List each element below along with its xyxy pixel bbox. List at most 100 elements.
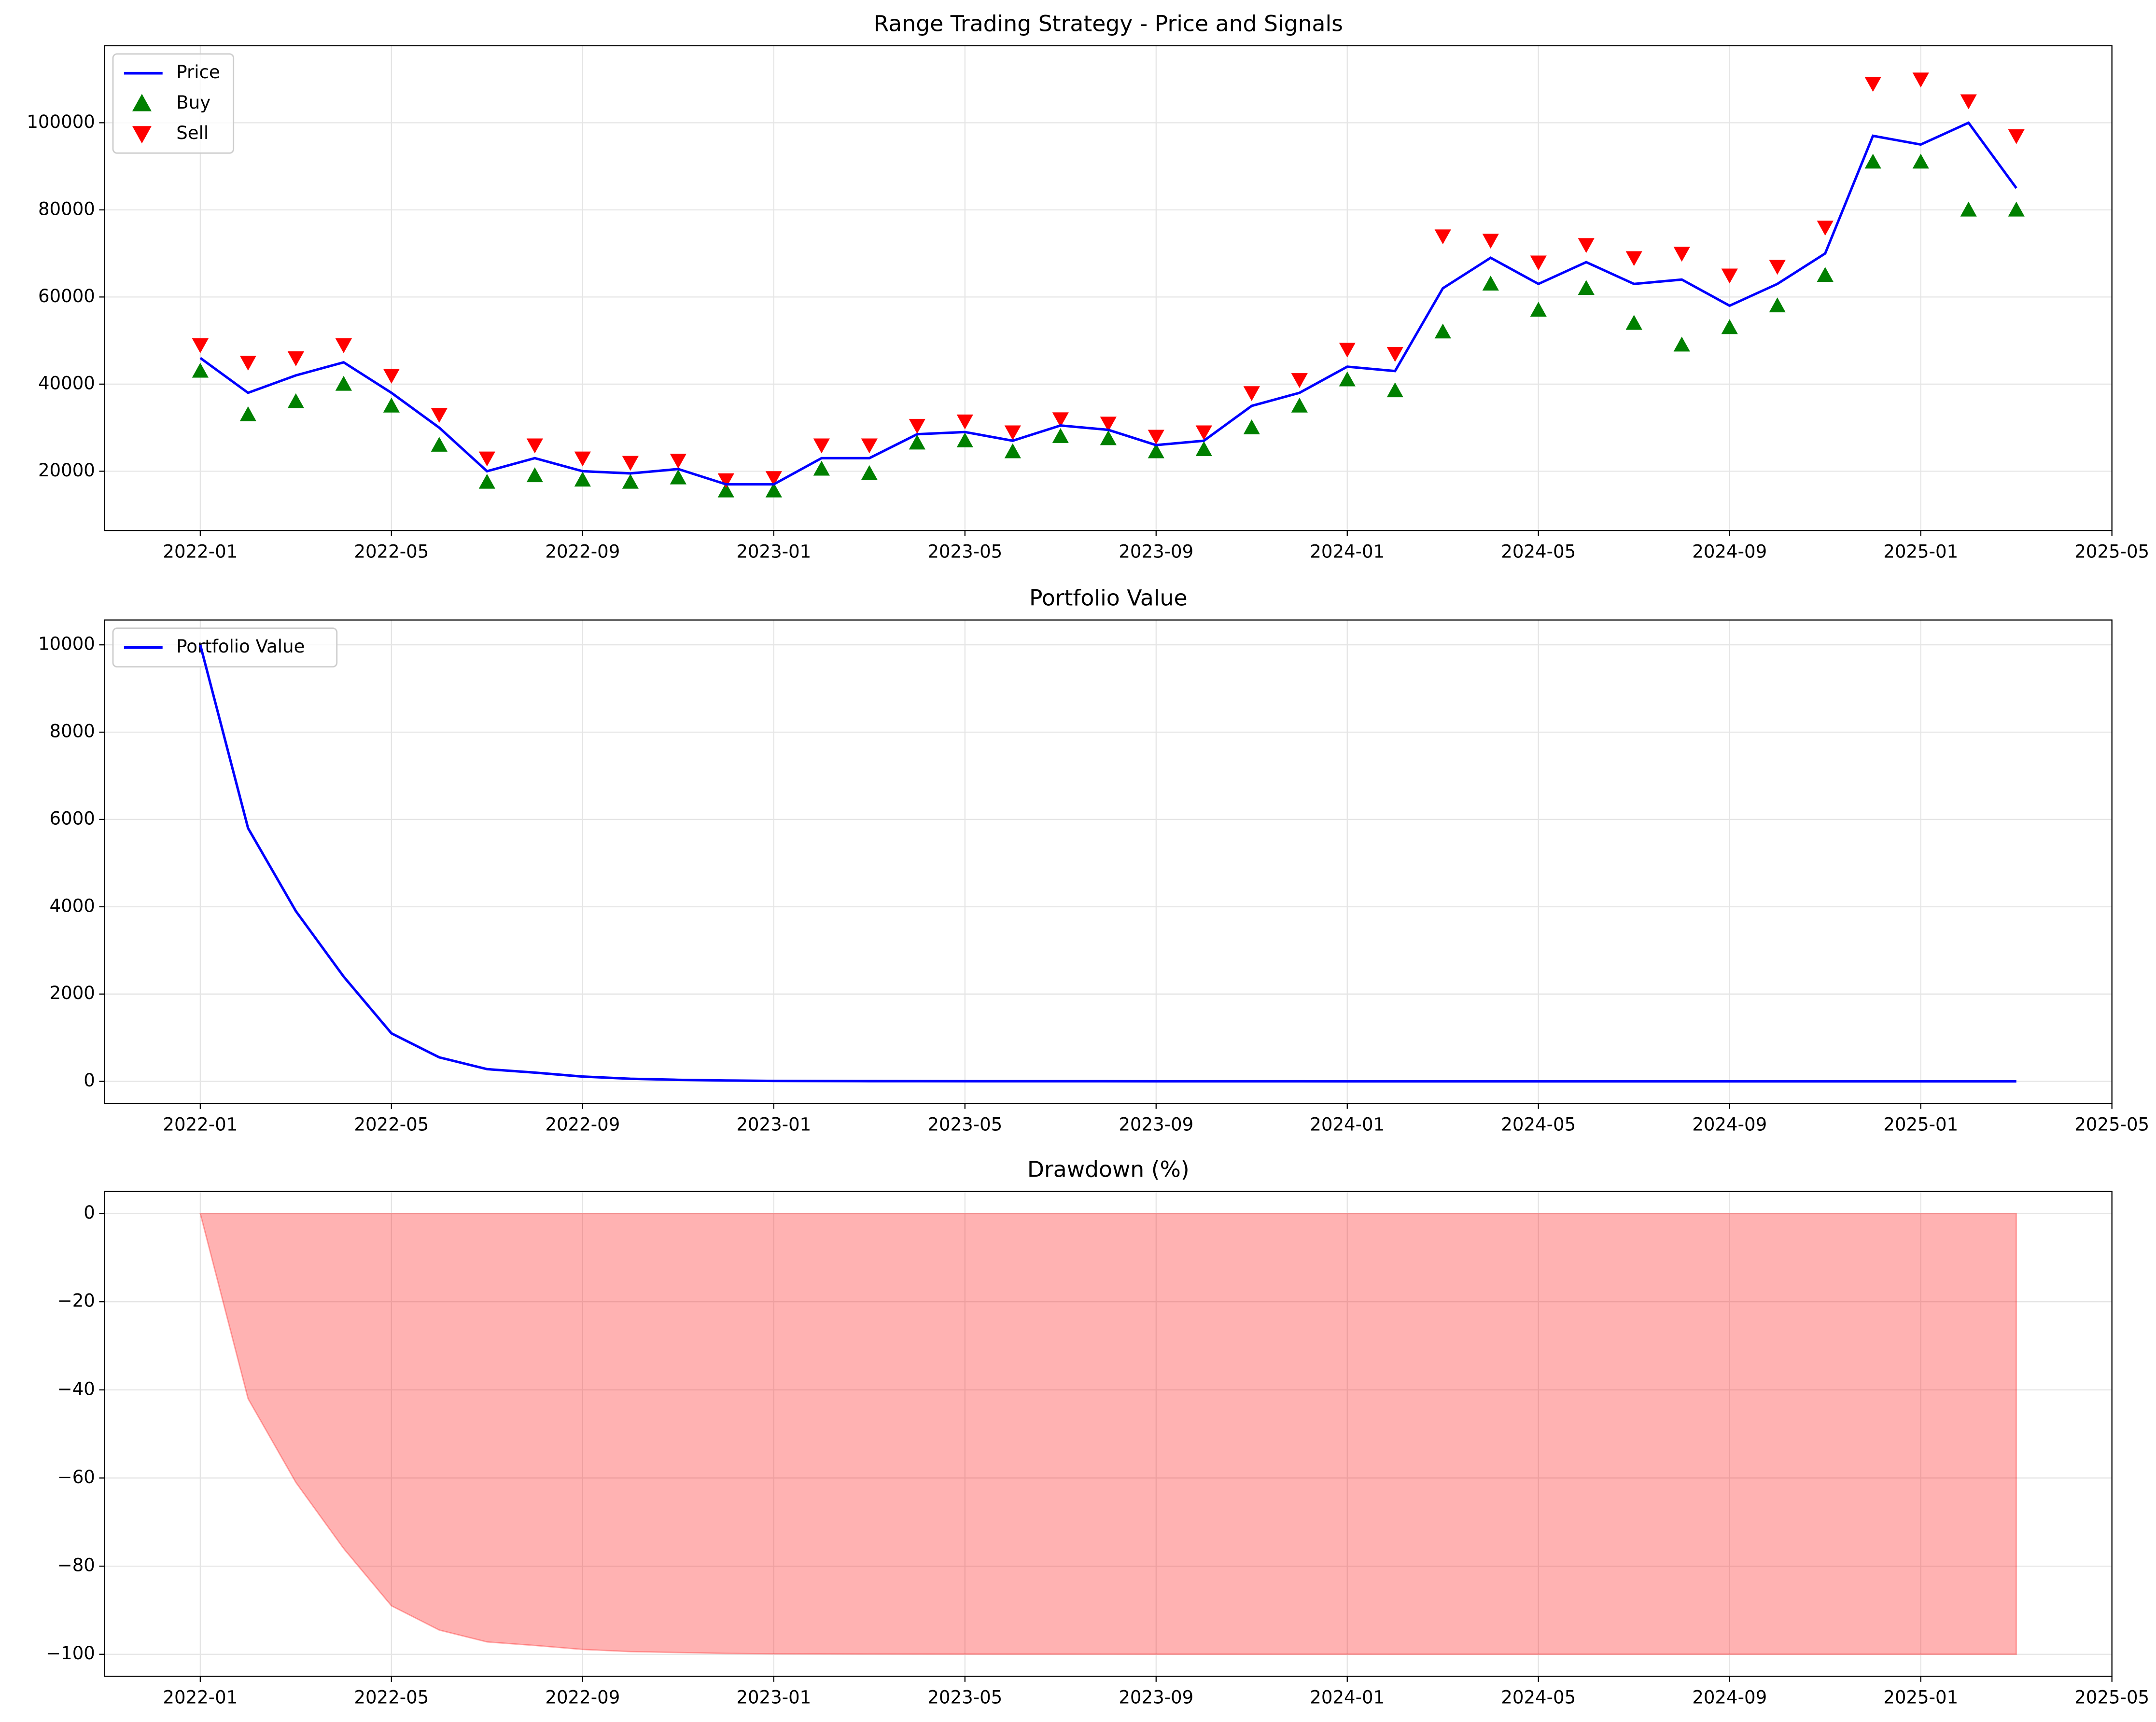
line [199,121,2017,486]
signal-marker [956,432,973,447]
signal-marker [765,482,782,498]
y-tick-label: −20 [57,1291,95,1311]
plot-frame [104,619,2113,1104]
signal-marker [1817,267,1834,282]
signal-marker [1052,412,1069,428]
signal-marker [1434,229,1451,245]
x-tick-label: 2023-01 [736,1687,811,1708]
signal-marker [526,467,543,483]
signal-marker [574,451,591,467]
signal-marker [335,338,352,353]
signal-marker [192,338,209,353]
x-tick-label: 2023-09 [1119,1687,1193,1708]
signal-marker [1960,201,1977,217]
signal-marker [813,460,830,476]
signal-marker [239,406,256,421]
x-tick-label: 2022-09 [545,1114,620,1135]
x-tick-label: 2024-05 [1501,1114,1576,1135]
signal-marker [670,454,686,469]
signal-marker [1148,443,1164,458]
x-tick-label: 2024-09 [1692,1114,1767,1135]
legend-label: Portfolio Value [176,636,305,657]
signal-marker [1100,430,1117,445]
signal-marker [1195,441,1212,456]
legend-box [112,627,338,668]
x-tick-label: 2024-01 [1310,1687,1385,1708]
signal-marker [909,434,925,450]
plot-frame [104,1191,2113,1677]
signal-marker [1960,94,1977,110]
signal-marker [1530,302,1547,317]
x-tick-label: 2024-09 [1692,541,1767,562]
signal-marker [1386,347,1403,362]
y-tick-label: 100000 [27,111,95,132]
x-tick-label: 2022-01 [163,1687,238,1708]
signal-marker [717,473,734,488]
y-tick-label: −40 [57,1378,95,1399]
signal-marker [1864,77,1881,92]
signal-marker [1530,255,1547,271]
signal-marker [1769,260,1786,275]
x-tick-label: 2022-05 [354,541,429,562]
y-tick-label: −80 [57,1555,95,1576]
signal-marker [670,469,686,485]
chart-title: Portfolio Value [1029,585,1188,611]
signal-marker [813,438,830,454]
y-tick-label: 2000 [50,983,95,1003]
signal-marker [1625,315,1642,330]
x-tick-label: 2023-05 [927,1687,1002,1708]
x-tick-label: 2023-01 [736,541,811,562]
signal-marker [1195,425,1212,441]
x-tick-label: 2023-05 [927,541,1002,562]
legend-marker [132,94,152,111]
signal-marker [622,473,639,489]
y-tick-label: 6000 [50,808,95,829]
signal-marker [1148,430,1164,445]
x-tick-label: 2022-09 [545,541,620,562]
y-tick-label: 10000 [38,634,95,654]
signal-marker [1004,443,1021,458]
plot-frame [104,45,2113,531]
line [199,644,2016,1083]
signal-marker [1721,268,1738,284]
y-tick-label: 0 [84,1202,95,1223]
signal-marker [1912,153,1929,169]
x-tick-label: 2024-05 [1501,541,1576,562]
y-tick-label: 8000 [50,721,95,742]
x-tick-label: 2024-01 [1310,541,1385,562]
y-tick-label: 20000 [38,460,95,481]
signal-marker [1291,373,1308,388]
signal-marker [861,465,878,480]
signal-marker [383,369,400,384]
x-tick-label: 2025-05 [2074,1114,2149,1135]
signal-marker [1482,276,1499,291]
signal-marker [287,393,304,408]
signal-marker [478,451,495,467]
signal-marker [1817,221,1834,236]
signal-marker [287,351,304,366]
signal-marker [1339,371,1356,387]
signal-marker [1339,342,1356,358]
signal-marker [1434,323,1451,339]
signal-marker [1482,234,1499,249]
drawdown-area [199,1213,2017,1655]
signal-marker [1052,428,1069,443]
legend-marker [132,126,152,144]
x-tick-label: 2025-01 [1883,541,1958,562]
signal-marker [909,418,925,434]
signal-marker [2008,129,2025,144]
chart-title: Drawdown (%) [1027,1157,1190,1182]
signal-marker [239,356,256,371]
signal-marker [1386,382,1403,398]
signal-marker [1291,397,1308,413]
signal-marker [335,375,352,391]
x-tick-label: 2024-09 [1692,1687,1767,1708]
y-tick-label: 4000 [50,895,95,916]
x-tick-label: 2023-09 [1119,541,1193,562]
signal-marker [956,414,973,430]
y-tick-label: −60 [57,1467,95,1487]
signal-marker [1721,319,1738,334]
x-tick-label: 2023-05 [927,1114,1002,1135]
